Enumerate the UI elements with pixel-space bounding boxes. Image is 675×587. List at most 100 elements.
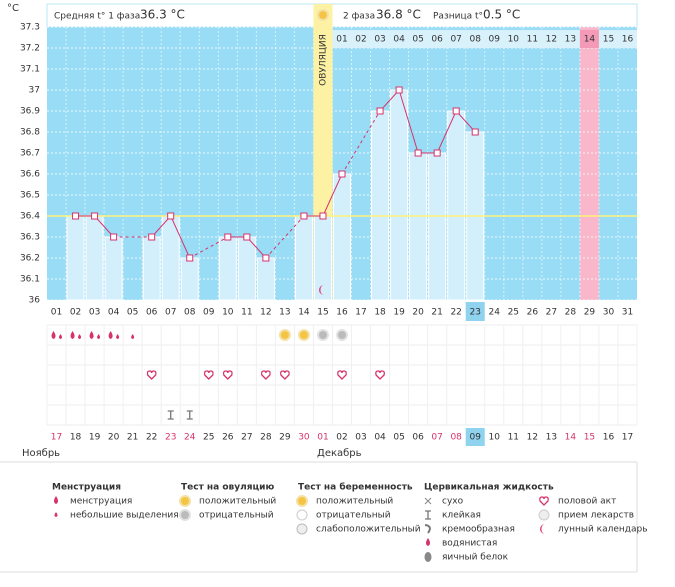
y-tick-label: 36.7 bbox=[20, 149, 40, 159]
phase2-day: 10 bbox=[508, 35, 520, 45]
heart-icon bbox=[337, 370, 347, 380]
moon-icon bbox=[318, 285, 324, 295]
drop-icon bbox=[70, 331, 75, 339]
legend-item: положительный bbox=[199, 497, 276, 507]
test-icon bbox=[179, 495, 191, 507]
x-tick-label: 07 bbox=[165, 308, 176, 318]
x-tick-label: 18 bbox=[374, 308, 386, 318]
today-cell bbox=[465, 302, 485, 321]
legend-item: кремообразная bbox=[442, 525, 515, 535]
phase2-day: 16 bbox=[622, 35, 634, 45]
calendar-date: 01 bbox=[317, 433, 328, 443]
phase2-avg: 36.8 °C bbox=[376, 8, 421, 22]
ovulation-label: ОВУЛЯЦИЯ bbox=[318, 34, 328, 86]
calendar-date: 12 bbox=[527, 433, 538, 443]
phase2-day: 01 bbox=[336, 35, 347, 45]
bar bbox=[218, 236, 237, 301]
x-tick-label: 03 bbox=[89, 308, 100, 318]
phase2-day: 12 bbox=[546, 35, 557, 45]
x-tick-label: 06 bbox=[146, 308, 158, 318]
legend-title: Цервикальная жидкость bbox=[424, 483, 554, 493]
drop-icon bbox=[59, 334, 63, 339]
phase2-day: 09 bbox=[489, 35, 501, 45]
x-tick-label: 08 bbox=[184, 308, 196, 318]
phase2-day: 11 bbox=[527, 35, 538, 45]
y-tick-label: 37.2 bbox=[20, 44, 40, 54]
bar bbox=[256, 257, 275, 301]
temperature-point bbox=[338, 170, 346, 178]
x-tick-label: 15 bbox=[317, 308, 328, 318]
temperature-point bbox=[300, 212, 308, 220]
calendar-date: 29 bbox=[279, 433, 291, 443]
x-tick-label: 26 bbox=[527, 308, 539, 318]
x-tick-label: 16 bbox=[336, 308, 348, 318]
calendar-date: 08 bbox=[450, 433, 462, 443]
test-icon bbox=[278, 329, 291, 341]
x-tick-label: 30 bbox=[603, 308, 615, 318]
legend-item: водянистая bbox=[442, 539, 497, 549]
legend-title: Тест на овуляцию bbox=[181, 483, 274, 493]
month-label: Ноябрь bbox=[22, 448, 60, 459]
legend-item: отрицательный bbox=[199, 511, 274, 521]
drop-icon bbox=[426, 538, 430, 546]
calendar-date: 24 bbox=[184, 433, 196, 443]
temperature-point bbox=[433, 149, 441, 157]
heart-icon bbox=[260, 370, 271, 380]
bar bbox=[142, 236, 161, 301]
expected-period-cell bbox=[579, 30, 599, 48]
bar bbox=[390, 89, 409, 301]
creamy-icon bbox=[424, 524, 431, 534]
drop-icon bbox=[89, 331, 94, 339]
calendar-date: 21 bbox=[127, 433, 138, 443]
y-axis-label: °С bbox=[7, 3, 19, 14]
bar bbox=[294, 215, 313, 301]
temperature-point bbox=[262, 254, 270, 262]
phase2-day: 04 bbox=[393, 35, 405, 45]
calendar-date: 17 bbox=[51, 433, 62, 443]
y-tick-label: 37.3 bbox=[20, 23, 40, 33]
temperature-point bbox=[167, 212, 175, 220]
legend-item: лунный календарь bbox=[558, 525, 648, 535]
heart-icon bbox=[539, 496, 549, 506]
calendar-date: 03 bbox=[355, 433, 366, 443]
x-tick-label: 24 bbox=[489, 308, 501, 318]
y-tick-label: 36.6 bbox=[20, 170, 40, 180]
x-tick-label: 02 bbox=[70, 308, 81, 318]
phase2-day: 06 bbox=[431, 35, 443, 45]
temperature-point bbox=[243, 233, 251, 241]
temperature-point bbox=[414, 149, 422, 157]
phase2-day: 03 bbox=[374, 35, 385, 45]
legend-item: клейкая bbox=[442, 511, 481, 521]
test-icon bbox=[296, 495, 308, 507]
x-tick-label: 05 bbox=[127, 308, 138, 318]
bar bbox=[66, 215, 85, 301]
heart-icon bbox=[280, 370, 290, 380]
x-tick-label: 13 bbox=[279, 308, 290, 318]
phase2-day: 05 bbox=[412, 35, 423, 45]
test-icon bbox=[316, 9, 329, 21]
egg-icon bbox=[424, 552, 432, 562]
x-tick-label: 17 bbox=[355, 308, 366, 318]
bar bbox=[85, 215, 104, 301]
calendar-date: 02 bbox=[336, 433, 347, 443]
drop-icon bbox=[78, 334, 82, 339]
test-icon bbox=[316, 329, 329, 341]
temperature-point bbox=[471, 128, 479, 136]
sticky-icon bbox=[167, 410, 174, 420]
calendar-date: 27 bbox=[241, 433, 252, 443]
phase2-day: 07 bbox=[450, 35, 461, 45]
temperature-point bbox=[148, 233, 156, 241]
gap-connector bbox=[189, 236, 229, 259]
temperature-point bbox=[319, 212, 327, 220]
diff-label: Разница t° bbox=[433, 12, 483, 22]
legend-item: менструация bbox=[70, 497, 132, 507]
x-tick-label: 14 bbox=[298, 308, 310, 318]
calendar-date: 19 bbox=[89, 433, 101, 443]
x-tick-label: 21 bbox=[431, 308, 442, 318]
calendar-date: 11 bbox=[508, 433, 519, 443]
calendar-date: 17 bbox=[622, 433, 633, 443]
drop-icon bbox=[108, 331, 113, 339]
bar bbox=[332, 173, 352, 301]
temperature-point bbox=[91, 212, 99, 220]
